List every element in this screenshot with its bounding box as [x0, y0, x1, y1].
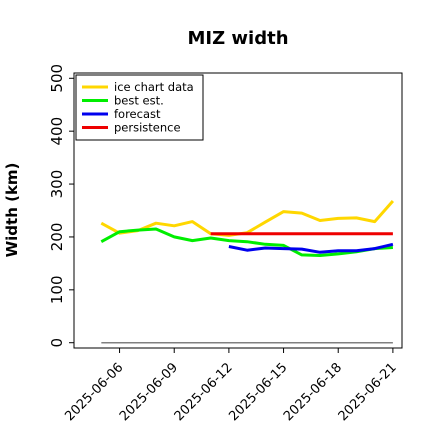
- x-tick-label: 2025-06-21: [336, 360, 400, 424]
- plot-frame: [73, 72, 403, 349]
- legend-label: forecast: [114, 107, 161, 121]
- y-tick-label: 500: [48, 64, 66, 93]
- y-tick-label: 300: [48, 170, 66, 199]
- legend-label: best est.: [114, 94, 164, 108]
- legend-label: ice chart data: [114, 80, 194, 94]
- chart-title: MIZ width: [187, 28, 288, 49]
- series-line-forecast: [228, 242, 394, 254]
- y-tick-label: 100: [48, 276, 66, 305]
- y-tick-label: 0: [48, 338, 66, 348]
- plot-area: 01002003004005002025-06-062025-06-092025…: [48, 64, 403, 424]
- y-axis-label: Width (km): [3, 163, 21, 258]
- legend-label: persistence: [114, 121, 181, 135]
- y-tick-label: 200: [48, 223, 66, 252]
- y-tick-label: 400: [48, 117, 66, 146]
- series-line-best-est: [100, 227, 393, 257]
